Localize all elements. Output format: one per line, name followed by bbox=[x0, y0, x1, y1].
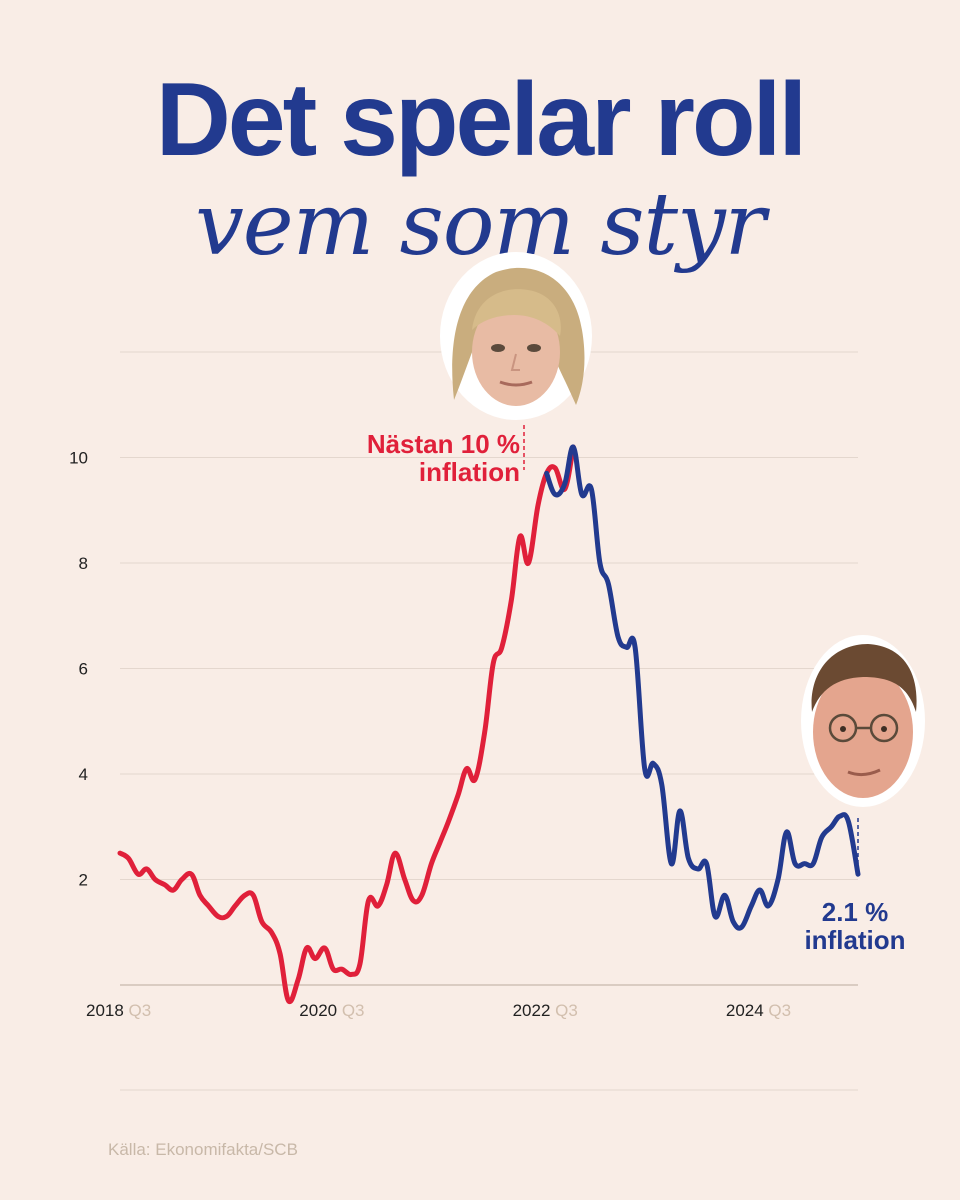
current-annotation-line2: inflation bbox=[804, 925, 906, 955]
x-tick-label: 2020 Q3 bbox=[299, 1001, 364, 1020]
peak-annotation-line1: Nästan 10 % bbox=[366, 429, 520, 459]
y-tick-label: 8 bbox=[79, 554, 88, 573]
x-tick-label: 2018 Q3 bbox=[86, 1001, 151, 1020]
title-line-1: Det spelar roll bbox=[155, 62, 808, 178]
peak-annotation: Nästan 10 % inflation bbox=[330, 430, 520, 486]
series-line-red bbox=[117, 444, 576, 1005]
y-axis-ticks: 2 4 6 8 10 bbox=[69, 449, 88, 890]
peak-annotation-line2: inflation bbox=[418, 457, 520, 487]
x-axis-ticks: 2018 Q3 2020 Q3 2022 Q3 2024 Q3 bbox=[86, 1001, 791, 1020]
source-note: Källa: Ekonomifakta/SCB bbox=[108, 1140, 298, 1159]
x-tick-label: 2024 Q3 bbox=[726, 1001, 791, 1020]
y-tick-label: 6 bbox=[79, 660, 88, 679]
y-tick-label: 2 bbox=[79, 871, 88, 890]
series-line-blue bbox=[544, 444, 861, 931]
current-annotation: 2.1 % inflation bbox=[790, 898, 920, 954]
portrait-left-icon bbox=[440, 252, 592, 420]
y-tick-label: 4 bbox=[79, 765, 88, 784]
portrait-right-icon bbox=[801, 635, 925, 807]
title-line-2: vem som styr bbox=[195, 175, 766, 275]
series-lines bbox=[117, 444, 861, 1005]
y-tick-label: 10 bbox=[69, 449, 88, 468]
current-annotation-line1: 2.1 % bbox=[821, 897, 889, 927]
x-tick-label: 2022 Q3 bbox=[513, 1001, 578, 1020]
